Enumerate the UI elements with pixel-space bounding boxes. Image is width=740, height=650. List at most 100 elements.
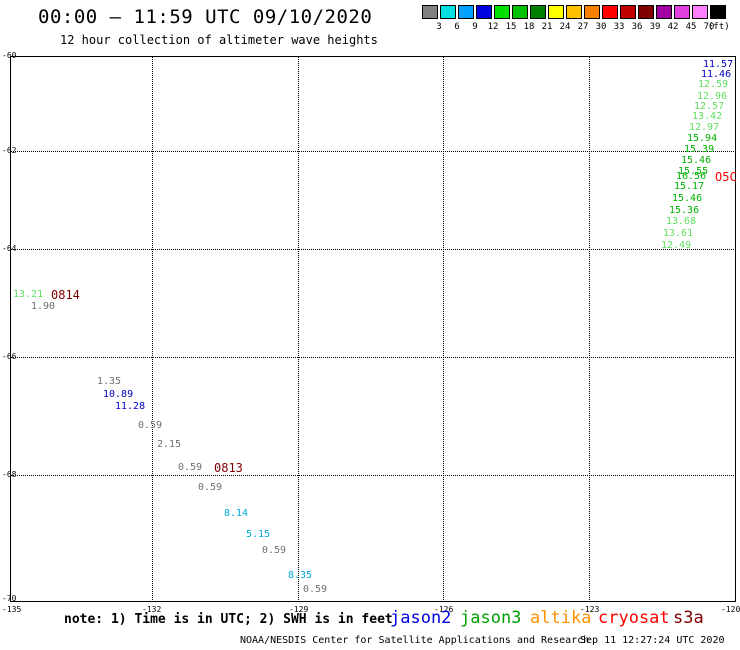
wave-height-label: 16.56 (676, 171, 707, 182)
wave-height-label: 13.21 (13, 289, 44, 300)
lat-label: -66 (2, 352, 17, 361)
lon-label: -126 (434, 605, 454, 614)
legend-label: 24 (559, 22, 571, 32)
legend-swatch (548, 5, 564, 19)
legend-swatch (530, 5, 546, 19)
pass-time-label-clipped: O5C (715, 170, 737, 184)
satellite-s3a: s3a (673, 608, 704, 628)
legend-swatch (440, 5, 456, 19)
legend-swatch (602, 5, 618, 19)
wave-height-label: 1.90 (31, 301, 56, 312)
legend-label: 12 (487, 22, 499, 32)
wave-height-label: 15.55 (678, 166, 709, 177)
legend-swatch (512, 5, 528, 19)
pass-time-label: 0813 (214, 461, 243, 475)
parallel-line (10, 475, 736, 476)
legend-swatch (476, 5, 492, 19)
wave-height-label: 15.46 (681, 155, 712, 166)
wave-height-label: 15.46 (672, 193, 703, 204)
meridian-line (298, 56, 299, 602)
wave-height-label: 8.35 (288, 570, 313, 581)
wave-height-label: 1.35 (97, 376, 122, 387)
wave-height-label: 11.46 (701, 69, 732, 80)
map-subtitle: 12 hour collection of altimeter wave hei… (60, 33, 378, 47)
wave-height-label: 13.42 (692, 111, 723, 122)
legend-label: 27 (577, 22, 589, 32)
parallel-line (10, 151, 736, 152)
satellite-jason2: jason2 (390, 608, 452, 628)
legend-swatch (692, 5, 708, 19)
satellite-jason3: jason3 (460, 608, 522, 628)
wave-height-label: 11.28 (115, 401, 146, 412)
lon-label: -120 (721, 605, 740, 614)
timestamp: Sep 11 12:27:24 UTC 2020 (580, 635, 725, 646)
legend-swatch (620, 5, 636, 19)
wave-height-label: 5.15 (246, 529, 271, 540)
wave-height-label: 12.96 (697, 91, 728, 102)
parallel-line (10, 357, 736, 358)
lon-label: -132 (142, 605, 162, 614)
lon-label: -135 (2, 605, 22, 614)
legend-swatch (584, 5, 600, 19)
footer-note: note: 1) Time is in UTC; 2) SWH is in fe… (64, 612, 393, 627)
wave-height-label: 15.94 (687, 133, 718, 144)
legend-label: 33 (613, 22, 625, 32)
legend-swatch (674, 5, 690, 19)
lat-label: -68 (2, 470, 17, 479)
legend-swatch (710, 5, 726, 19)
lon-label: -123 (580, 605, 600, 614)
map-title: 00:00 – 11:59 UTC 09/10/2020 (38, 6, 373, 28)
meridian-line (443, 56, 444, 602)
wave-height-label: 12.97 (689, 122, 720, 133)
legend-label: 18 (523, 22, 535, 32)
wave-height-label: 0.59 (138, 420, 163, 431)
legend-label: 42 (667, 22, 679, 32)
wave-height-label: 13.61 (663, 228, 694, 239)
pass-time-label: 0814 (51, 288, 80, 302)
lon-label: -129 (289, 605, 309, 614)
wave-height-label: 12.49 (661, 240, 692, 251)
meridian-line (589, 56, 590, 602)
legend-swatch (422, 5, 438, 19)
legend-unit: (ft) (708, 22, 730, 32)
wave-height-label: 2.15 (157, 439, 182, 450)
legend-swatch (494, 5, 510, 19)
meridian-line (152, 56, 153, 602)
satellite-cryosat: cryosat (598, 608, 670, 628)
wave-height-label: 0.59 (178, 462, 203, 473)
map-frame (10, 56, 736, 602)
credit-line: NOAA/NESDIS Center for Satellite Applica… (240, 635, 590, 646)
lat-label: -60 (2, 51, 17, 60)
wave-height-label: 15.17 (674, 181, 705, 192)
legend-swatch (656, 5, 672, 19)
lat-label: -70 (2, 594, 17, 603)
wave-height-label: 15.36 (669, 205, 700, 216)
legend-label: 70 (703, 22, 715, 32)
legend-label: 45 (685, 22, 697, 32)
wave-height-label: 13.68 (666, 216, 697, 227)
legend-label: 6 (454, 22, 460, 32)
lat-label: -64 (2, 244, 17, 253)
legend-label: 36 (631, 22, 643, 32)
wave-height-label: 0.59 (303, 584, 328, 595)
legend-label: 39 (649, 22, 661, 32)
satellite-altika: altika (530, 608, 592, 628)
wave-height-label: 0.59 (198, 482, 223, 493)
wave-height-label: 10.89 (103, 389, 134, 400)
legend-label: 9 (472, 22, 478, 32)
wave-height-label: 15.39 (684, 144, 715, 155)
legend-swatch (566, 5, 582, 19)
legend-label: 21 (541, 22, 553, 32)
legend-swatch (638, 5, 654, 19)
legend-label: 30 (595, 22, 607, 32)
wave-height-label: 12.57 (694, 101, 725, 112)
parallel-line (10, 249, 736, 250)
legend-label: 15 (505, 22, 517, 32)
wave-height-label: 12.59 (698, 79, 729, 90)
wave-height-label: 8.14 (224, 508, 249, 519)
legend-label: 3 (436, 22, 442, 32)
wave-height-label: 0.59 (262, 545, 287, 556)
lat-label: -62 (2, 146, 17, 155)
legend-swatch (458, 5, 474, 19)
